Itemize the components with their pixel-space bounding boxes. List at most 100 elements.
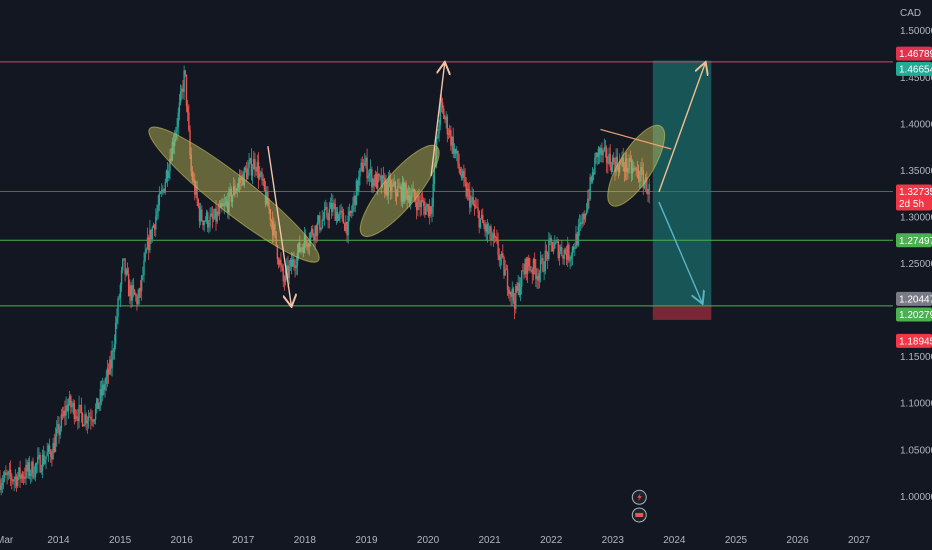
earnings-icon[interactable] (631, 507, 647, 523)
candle-body (274, 224, 276, 232)
candle-body (76, 416, 78, 418)
candle-body (182, 88, 184, 92)
candle-body (347, 215, 349, 236)
candle-body (464, 177, 466, 183)
candle-body (310, 228, 313, 234)
price-badge (896, 184, 932, 211)
candle-body (360, 162, 362, 169)
candle-body (515, 285, 517, 309)
candle-body (438, 124, 440, 135)
candle-body (52, 443, 54, 460)
candle-body (549, 238, 551, 241)
highlight-ellipse[interactable] (349, 136, 450, 247)
candle-body (164, 182, 166, 193)
candle-body (558, 251, 561, 259)
candle-body (525, 259, 528, 274)
candle-body (117, 298, 119, 318)
trend-line[interactable] (600, 128, 672, 150)
y-tick-label: 1.15000 (900, 352, 932, 363)
candle-body (333, 203, 335, 204)
candle-body (284, 270, 287, 282)
candle-body (572, 246, 575, 250)
highlight-ellipse[interactable] (597, 117, 675, 214)
candle-body (498, 254, 500, 261)
candle-body (447, 133, 450, 135)
candle-body (640, 167, 642, 182)
candle-body (557, 241, 559, 259)
candle-body (190, 155, 192, 172)
candle-body (601, 147, 603, 156)
candle-body (29, 473, 32, 476)
candle-body (564, 249, 567, 254)
candle-body (101, 384, 104, 396)
candle-body (25, 464, 27, 479)
y-tick-label: 1.30000 (900, 212, 932, 223)
candle-body (329, 202, 332, 209)
candle-body (34, 464, 37, 477)
candle-body (27, 462, 30, 472)
candle-body (243, 167, 246, 186)
candle-body (385, 181, 387, 194)
candle-body (256, 161, 259, 172)
candle-body (585, 210, 588, 214)
candle-body (214, 208, 216, 219)
candle-body (384, 177, 386, 194)
candle-body (73, 402, 76, 419)
candle-body (124, 258, 126, 275)
stop-loss-zone[interactable] (652, 305, 712, 320)
x-tick-label: 2021 (478, 535, 501, 546)
projection-arrow[interactable] (658, 201, 702, 303)
candle-body (497, 241, 499, 255)
candle-body (26, 464, 28, 472)
candle-body (469, 190, 471, 208)
x-tick-label: 2019 (355, 535, 378, 546)
candle-body (275, 231, 277, 246)
candle-body (457, 150, 459, 164)
projection-arrow[interactable] (267, 146, 291, 305)
candle-body (622, 157, 624, 168)
candle-body (424, 205, 426, 215)
candle-body (528, 257, 530, 267)
candle-body (280, 260, 282, 266)
candle-body (474, 206, 477, 208)
candle-body (335, 211, 338, 221)
candle-body (288, 265, 290, 279)
projection-arrow[interactable] (658, 63, 705, 193)
candle-body (391, 184, 393, 193)
candle-body (490, 226, 492, 241)
candle-body (9, 469, 12, 477)
x-tick-label: 2020 (417, 535, 440, 546)
candle-body (617, 166, 620, 173)
candle-body (253, 159, 255, 170)
candle-body (14, 476, 17, 480)
candle-body (484, 225, 486, 232)
candle-body (105, 376, 107, 384)
candle-body (260, 172, 262, 174)
candle-body (191, 171, 194, 181)
candle-body (451, 136, 453, 146)
price-badge (896, 291, 932, 306)
candle-body (437, 134, 439, 139)
candle-body (375, 174, 378, 189)
candle-body (22, 477, 25, 479)
candle-body (459, 168, 462, 175)
highlight-ellipse[interactable] (138, 114, 330, 275)
candle-body (642, 170, 644, 188)
lightning-icon[interactable] (631, 489, 647, 505)
candle-body (366, 157, 368, 179)
candle-body (511, 288, 513, 297)
candle-body (244, 167, 247, 170)
candle-body (110, 359, 112, 369)
candle-body (471, 197, 473, 199)
candle-body (565, 253, 568, 260)
projection-arrow[interactable] (430, 63, 445, 177)
candle-body (312, 228, 314, 236)
candle-body (410, 197, 412, 204)
price-badge-label: 1.18945 (899, 336, 932, 347)
candle-body (505, 269, 508, 271)
candle-body (359, 168, 361, 177)
candle-body (203, 221, 205, 226)
candle-body (559, 247, 562, 252)
y-tick-label: 1.10000 (900, 399, 932, 410)
